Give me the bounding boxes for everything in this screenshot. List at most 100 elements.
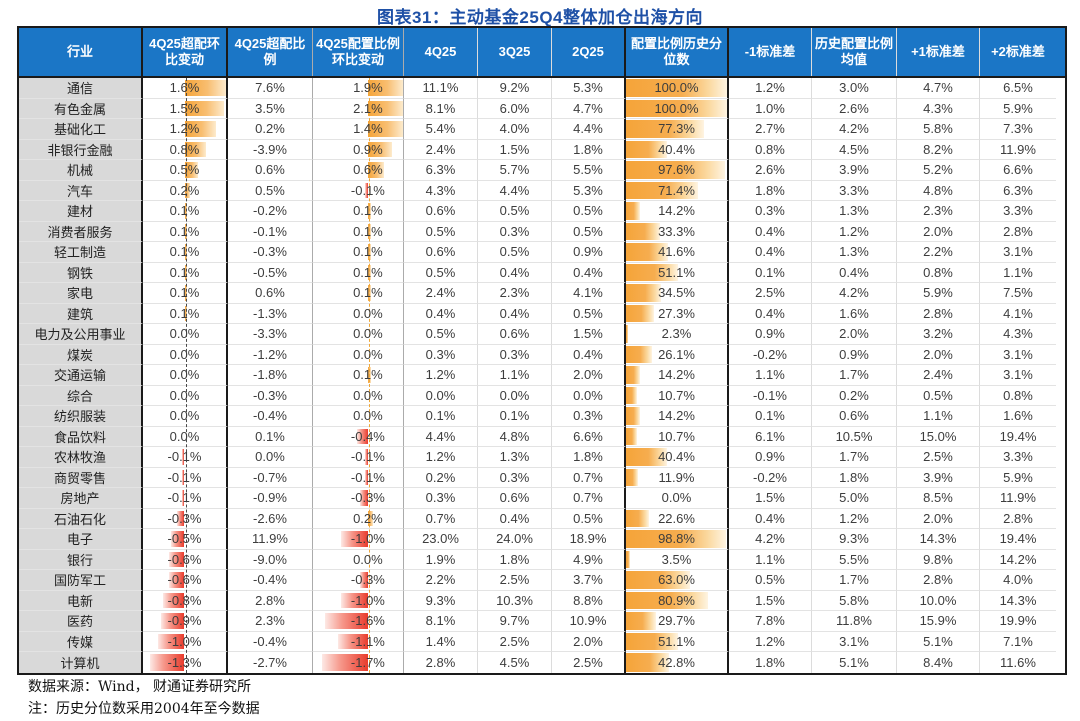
cell-value: 8.1%	[425, 613, 456, 629]
table-row: 商贸零售 -0.1% -0.7% -0.1% 0.2% 0.3% 0.7% 11.9% -0.2…	[19, 467, 1065, 488]
cell-value: 4.4%	[425, 428, 456, 444]
fund-allocation-table: 行业 4Q25超配环比变动 4Q25超配比例 4Q25配置比例环比变动 4Q25 3Q25…	[17, 26, 1067, 675]
cell-value: 0.0%	[353, 346, 383, 362]
cell-value: 2.8%	[923, 572, 953, 588]
cell-value: 24.0%	[496, 531, 533, 547]
value-cell: -0.4%	[228, 406, 313, 427]
value-cell: 10.9%	[552, 611, 626, 632]
cell-value: 0.7%	[573, 490, 603, 506]
percentile-bar	[626, 427, 637, 445]
cell-value: 0.5%	[169, 162, 200, 178]
cell-value: 33.3%	[658, 223, 695, 239]
industry-cell: 基础化工	[19, 119, 143, 140]
value-cell: 1.1%	[478, 365, 552, 386]
value-cell: 8.4%	[897, 652, 980, 673]
cell-value: 1.8%	[755, 654, 785, 670]
cell-value: 11.9%	[252, 531, 288, 547]
value-cell: 3.9%	[812, 160, 897, 181]
cell-value: 0.2%	[425, 469, 456, 485]
change-bar-cell: -0.8%	[143, 590, 228, 611]
cell-value: 1.9%	[353, 80, 383, 96]
industry-cell: 通信	[19, 78, 143, 99]
table-row: 轻工制造 0.1% -0.3% 0.1% 0.6% 0.5% 0.9% 41.6% 0.4% 1.…	[19, 242, 1065, 263]
cell-value: 2.0%	[573, 633, 603, 649]
change-bar-cell: -0.1%	[143, 467, 228, 488]
cell-value: 1.2%	[425, 367, 456, 383]
value-cell: 0.6%	[228, 283, 313, 304]
change-bar-cell: 0.6%	[313, 160, 404, 181]
value-cell: 5.9%	[897, 283, 980, 304]
method-note: 注：历史分位数采用2004年至今数据	[28, 701, 260, 717]
table-row: 机械 0.5% 0.6% 0.6% 6.3% 5.7% 5.5% 97.6% 2.6% 3.9% 5…	[19, 160, 1065, 181]
cell-value: -1.3%	[253, 305, 287, 321]
footnotes: 数据来源：Wind， 财通证券研究所 注：历史分位数采用2004年至今数据	[28, 676, 260, 720]
change-bar-cell: 0.0%	[313, 549, 404, 570]
value-cell: 0.4%	[552, 262, 626, 283]
change-bar-cell: 0.1%	[143, 303, 228, 324]
cell-value: 26.1%	[658, 346, 695, 362]
value-cell: -2.7%	[228, 652, 313, 673]
cell-value: 0.0%	[661, 490, 692, 506]
cell-value: 4.7%	[573, 100, 603, 116]
value-cell: 1.2%	[729, 78, 812, 99]
cell-value: 1.5%	[499, 141, 530, 157]
cell-value: 0.5%	[425, 264, 456, 280]
cell-value: 2.5%	[499, 633, 530, 649]
cell-value: 0.4%	[425, 305, 456, 321]
cell-value: 9.3%	[839, 531, 869, 547]
cell-value: -1.0%	[350, 531, 385, 547]
cell-value: 5.1%	[839, 654, 869, 670]
table-row: 非银行金融 0.8% -3.9% 0.9% 2.4% 1.5% 1.8% 40.4% 0.8% 4…	[19, 139, 1065, 160]
cell-value: 4.1%	[1003, 305, 1033, 321]
value-cell: 2.7%	[729, 119, 812, 140]
cell-value: 8.8%	[573, 592, 603, 608]
value-cell: 1.8%	[729, 652, 812, 673]
cell-value: 5.9%	[1003, 100, 1033, 116]
value-cell: -9.0%	[228, 549, 313, 570]
value-cell: 0.3%	[404, 344, 478, 365]
cell-value: 0.0%	[353, 326, 383, 342]
cell-value: 0.5%	[755, 572, 785, 588]
col-header-10: +1标准差	[897, 28, 980, 76]
value-cell: 0.0%	[228, 447, 313, 468]
value-cell: 0.4%	[478, 508, 552, 529]
cell-value: -1.2%	[253, 346, 287, 362]
cell-value: 0.1%	[353, 203, 383, 219]
value-cell: 1.2%	[404, 365, 478, 386]
value-cell: 2.4%	[404, 283, 478, 304]
cell-value: 0.0%	[169, 428, 200, 444]
change-bar-cell: 0.1%	[143, 262, 228, 283]
value-cell: 15.0%	[897, 426, 980, 447]
cell-value: 0.8%	[1003, 387, 1033, 403]
cell-value: 4.5%	[839, 141, 869, 157]
page-title: 图表31：主动基金25Q4整体加仓出海方向	[377, 8, 703, 27]
cell-value: 7.8%	[755, 613, 785, 629]
negative-bar	[158, 633, 185, 649]
value-cell: 0.8%	[729, 139, 812, 160]
value-cell: 0.6%	[478, 324, 552, 345]
cell-value: 0.2%	[839, 387, 869, 403]
industry-cell: 轻工制造	[19, 242, 143, 263]
industry-cell: 建材	[19, 201, 143, 222]
industry-cell: 汽车	[19, 180, 143, 201]
value-cell: 6.6%	[552, 426, 626, 447]
cell-value: 2.4%	[425, 141, 456, 157]
table-row: 纺织服装 0.0% -0.4% 0.0% 0.1% 0.1% 0.3% 14.2% 0.1% 0.…	[19, 406, 1065, 427]
cell-value: 5.3%	[573, 182, 603, 198]
value-cell: 2.3%	[897, 201, 980, 222]
industry-cell: 房地产	[19, 488, 143, 509]
value-cell: 11.9%	[980, 140, 1056, 160]
col-header-7: 配置比例历史分位数	[626, 28, 729, 76]
cell-value: 5.5%	[573, 162, 603, 178]
value-cell: 2.2%	[404, 570, 478, 591]
cell-value: 0.1%	[353, 285, 383, 301]
value-cell: 0.5%	[552, 201, 626, 222]
negative-bar	[359, 572, 368, 588]
value-cell: 1.3%	[812, 242, 897, 263]
negative-bar	[181, 469, 185, 485]
value-cell: 6.3%	[980, 181, 1056, 201]
value-cell: 5.9%	[980, 99, 1056, 119]
value-cell: 3.0%	[812, 78, 897, 99]
cell-value: 80.9%	[658, 592, 695, 608]
industry-cell: 石油石化	[19, 508, 143, 529]
